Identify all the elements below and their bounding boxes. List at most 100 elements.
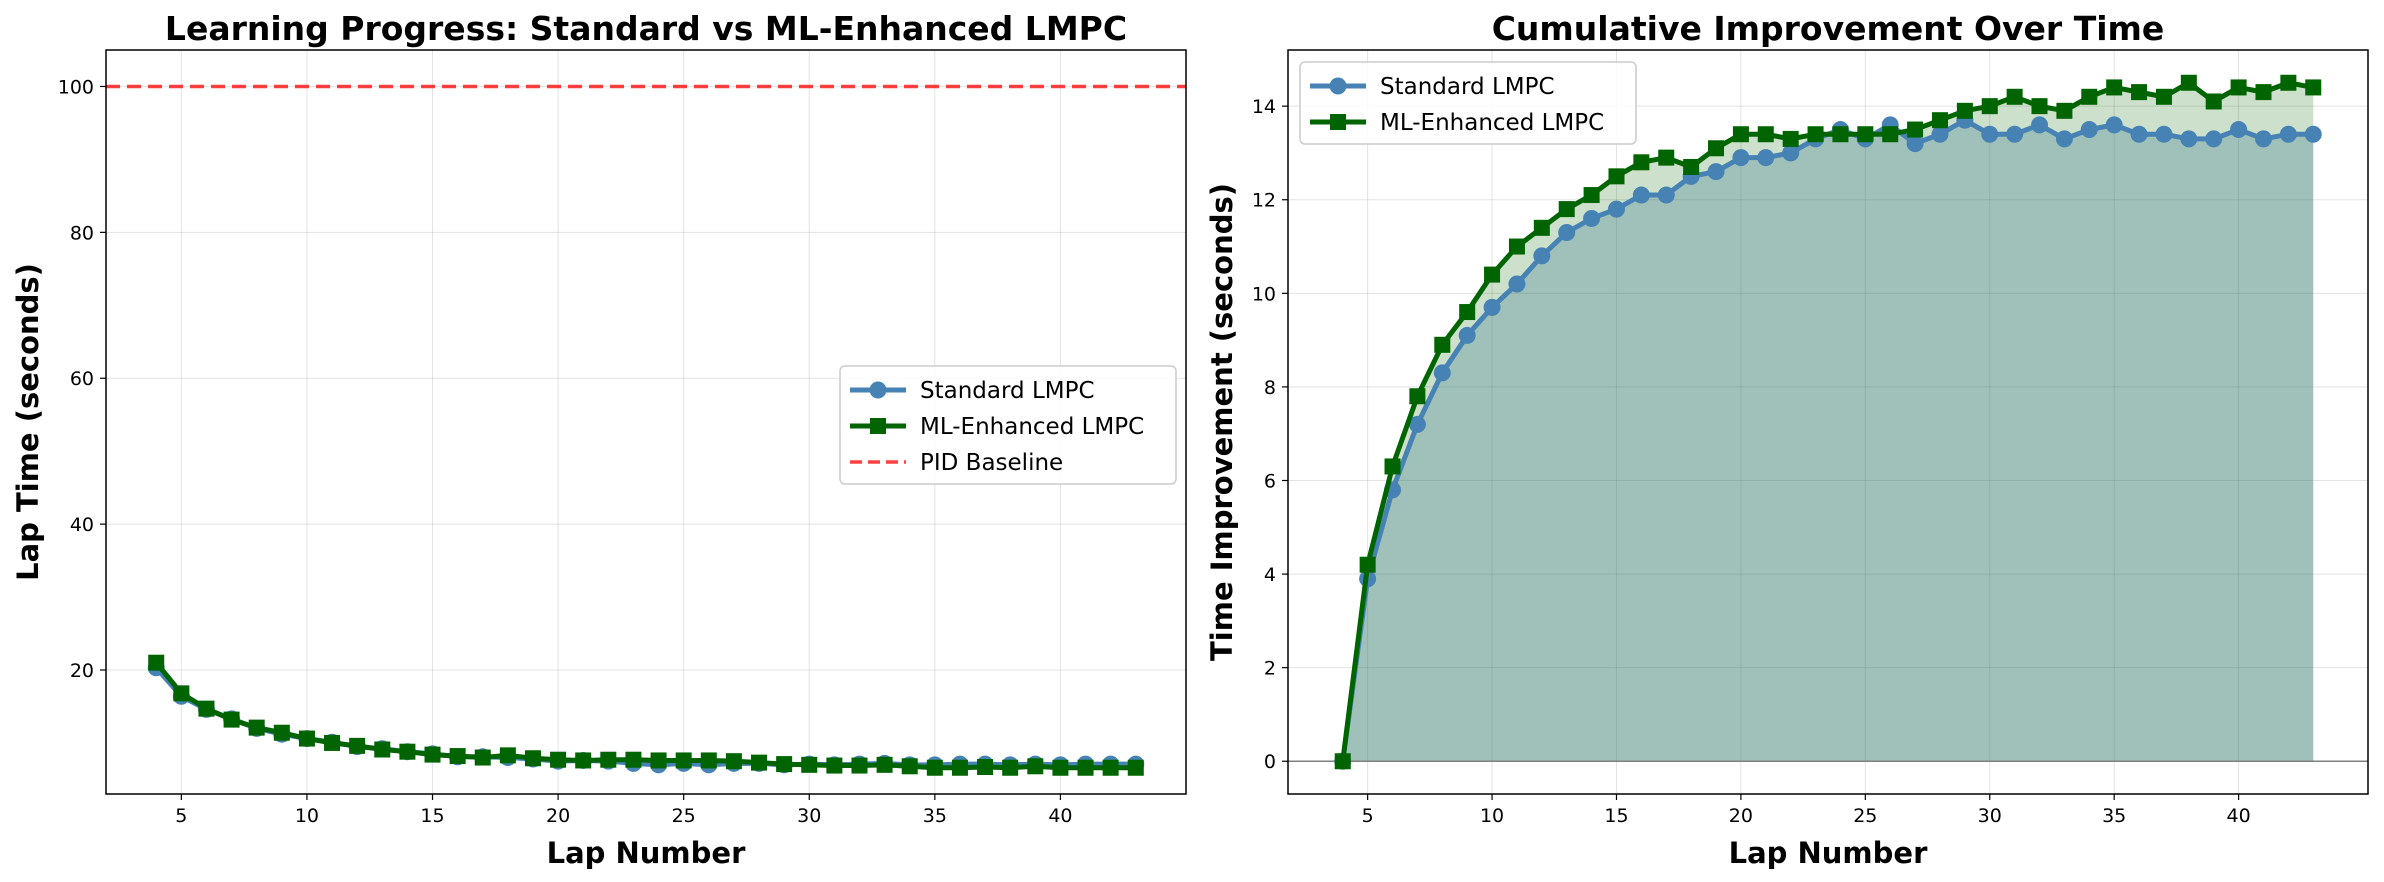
ml-data-point [700, 752, 717, 769]
ml-data-point [399, 743, 416, 760]
x-tick-label: 5 [175, 805, 187, 827]
ml-data-point [298, 730, 315, 747]
ml-data-point [1127, 759, 1144, 776]
ml-data-point [1633, 154, 1650, 171]
ml-data-point [2006, 88, 2023, 105]
ml-data-point [1027, 758, 1044, 775]
y-axis-label: Lap Time (seconds) [11, 263, 45, 581]
standard-series-line [154, 666, 1136, 768]
ml-data-point [826, 757, 843, 774]
y-tick-label: 40 [70, 514, 94, 536]
y-tick-label: 6 [1264, 470, 1276, 492]
chart-cumulative-improvement: 5 10 15 20 25 30 35 40 0 2 4 6 8 10 12 14 Cumulative Imp… [1205, 9, 2369, 870]
ml-data-point [524, 750, 541, 767]
x-tick-label: 30 [797, 805, 821, 827]
y-tick-label: 10 [1252, 283, 1276, 305]
standard-data-point [1906, 135, 1924, 153]
x-tick-label: 15 [1604, 805, 1628, 827]
legend-label: Standard LMPC [1380, 74, 1555, 100]
ml-data-point [499, 747, 516, 764]
standard-data-point [2031, 116, 2049, 134]
ml-data-point [474, 749, 491, 766]
ml-data-point [1708, 140, 1725, 157]
ml-data-point [1359, 556, 1376, 573]
standard-data-point [1583, 209, 1601, 227]
standard-data-point [1632, 186, 1650, 204]
y-tick-label: 100 [58, 76, 94, 98]
ml-data-point [449, 748, 466, 765]
chart-title: Learning Progress: Standard vs ML-Enhanc… [165, 9, 1127, 48]
ml-data-point [1732, 126, 1749, 143]
standard-data-point [1757, 149, 1775, 167]
ml-data-point [725, 753, 742, 770]
standard-data-point [2006, 125, 2024, 143]
standard-data-point [2279, 125, 2297, 143]
ml-data-point [273, 724, 290, 741]
x-tick-label: 15 [420, 805, 444, 827]
y-tick-label: 60 [70, 368, 94, 390]
ml-data-point [198, 700, 215, 717]
standard-data-point [1508, 275, 1526, 293]
ml-data-point [1434, 336, 1451, 353]
ml-data-point [675, 752, 692, 769]
standard-data-point [1732, 149, 1750, 167]
ml-data-point [1484, 266, 1501, 283]
legend-label: ML-Enhanced LMPC [1380, 110, 1604, 136]
standard-data-point [1483, 298, 1501, 316]
ml-data-point [1683, 158, 1700, 175]
x-tick-label: 25 [672, 805, 696, 827]
standard-data-point [1408, 415, 1426, 433]
legend-label: ML-Enhanced LMPC [920, 414, 1144, 440]
ml-series-line [1340, 80, 2314, 762]
standard-area-fill [1342, 120, 2314, 762]
ml-data-point [1583, 187, 1600, 204]
standard-data-point [2304, 125, 2322, 143]
ml-data-point [926, 759, 943, 776]
y-tick-label: 12 [1252, 190, 1276, 212]
ml-data-point [374, 741, 391, 758]
ml-data-point [148, 654, 165, 671]
standard-data-point [2080, 121, 2098, 139]
ml-data-point [2031, 98, 2048, 115]
ml-data-point [1334, 753, 1351, 770]
ml-data-point [1384, 458, 1401, 475]
ml-data-point [2280, 74, 2297, 91]
ml-data-point [2155, 88, 2172, 105]
standard-data-point [1657, 186, 1675, 204]
ml-data-point [1409, 388, 1426, 405]
ml-data-point [1508, 238, 1525, 255]
x-tick-label: 5 [1362, 805, 1374, 827]
plot-frame [1287, 49, 2369, 795]
ml-data-point [1956, 102, 1973, 119]
standard-data-point [2105, 116, 2123, 134]
ml-data-point [2056, 102, 2073, 119]
ml-data-point [1757, 126, 1774, 143]
chart-learning-progress: 5 10 15 20 25 30 35 40 20 40 60 80 100 Learning Progr… [11, 9, 1187, 870]
standard-data-point [1533, 247, 1551, 265]
ml-data-point [2106, 79, 2123, 96]
x-tick-label: 10 [295, 805, 319, 827]
y-tick-label: 4 [1264, 564, 1276, 586]
ml-data-point [1807, 126, 1824, 143]
ml-data-point [2131, 84, 2148, 101]
ml-data-point [1931, 112, 1948, 129]
ml-data-point [324, 734, 341, 751]
legend-box [1299, 61, 1637, 145]
legend-circle-marker [869, 381, 887, 399]
x-axis-label: Lap Number [547, 836, 746, 870]
ml-data-point [2255, 84, 2272, 101]
ml-data-point [901, 758, 918, 775]
x-tick-label: 30 [1978, 805, 2002, 827]
y-axis-label: Time Improvement (seconds) [1205, 183, 1239, 661]
ml-series-line [154, 661, 1136, 771]
ml-data-point [1981, 98, 1998, 115]
standard-data-point [2254, 130, 2272, 148]
ml-area-fill [1342, 82, 2314, 762]
ml-data-point [223, 711, 240, 728]
standard-data-point [2205, 130, 2223, 148]
ml-data-point [650, 752, 667, 769]
ml-data-point [2180, 74, 2197, 91]
standard-data-point [2180, 130, 2198, 148]
ml-data-point [2081, 88, 2098, 105]
